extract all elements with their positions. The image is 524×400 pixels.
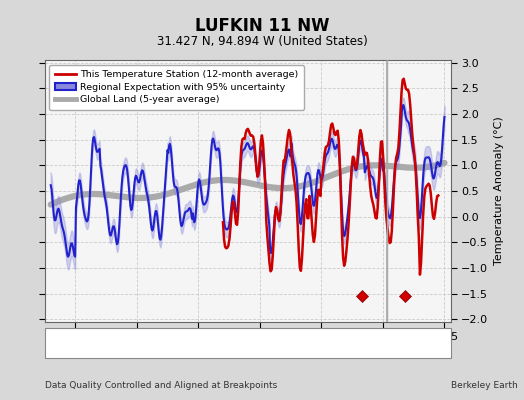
Text: ◆: ◆ [52, 340, 61, 350]
Text: ■: ■ [355, 340, 365, 350]
Text: LUFKIN 11 NW: LUFKIN 11 NW [195, 17, 329, 35]
Y-axis label: Temperature Anomaly (°C): Temperature Anomaly (°C) [494, 117, 504, 265]
Text: ▲: ▲ [141, 340, 150, 350]
Legend: This Temperature Station (12-month average), Regional Expectation with 95% uncer: This Temperature Station (12-month avera… [49, 65, 304, 110]
Text: ▼: ▼ [231, 340, 239, 350]
Text: Data Quality Controlled and Aligned at Breakpoints: Data Quality Controlled and Aligned at B… [45, 381, 277, 390]
Text: Station Move: Station Move [66, 340, 129, 350]
Text: 31.427 N, 94.894 W (United States): 31.427 N, 94.894 W (United States) [157, 36, 367, 48]
Text: Empirical Break: Empirical Break [367, 340, 443, 350]
Text: Berkeley Earth: Berkeley Earth [451, 381, 517, 390]
Text: Record Gap: Record Gap [155, 340, 211, 350]
Text: Time of Obs. Change: Time of Obs. Change [244, 340, 345, 350]
